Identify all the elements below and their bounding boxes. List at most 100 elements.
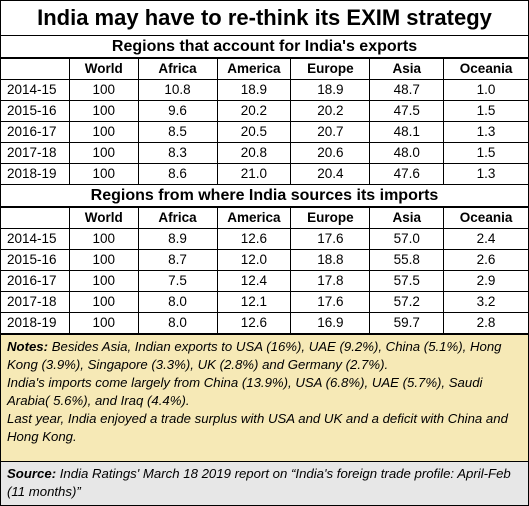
value-cell: 2.8 [443,312,528,334]
value-cell: 12.0 [216,249,292,271]
value-cell: 59.7 [369,312,445,334]
value-cell: 18.8 [290,249,371,271]
value-cell: 20.5 [216,121,292,143]
value-cell: 57.5 [369,270,445,292]
column-header: World [69,207,139,229]
year-cell: 2015-16 [1,100,70,122]
value-cell: 57.0 [369,228,445,250]
value-cell: 12.6 [216,312,292,334]
value-cell: 100 [69,163,139,185]
value-cell: 100 [69,142,139,164]
value-cell: 100 [69,291,139,313]
value-cell: 17.6 [290,228,371,250]
notes-label: Notes: [7,339,49,354]
value-cell: 7.5 [137,270,218,292]
value-cell: 1.3 [443,121,528,143]
imports-section-title: Regions from where India sources its imp… [1,185,528,207]
value-cell: 12.6 [216,228,292,250]
value-cell: 100 [69,121,139,143]
table-row: 2018-19 100 8.0 12.6 16.9 59.7 2.8 [1,312,528,334]
column-header: America [216,207,292,229]
table-row: 2015-16 100 9.6 20.2 20.2 47.5 1.5 [1,100,528,122]
exports-section-title: Regions that account for India's exports [1,36,528,58]
imports-header-row: World Africa America Europe Asia Oceania [1,207,528,229]
table-row: 2017-18 100 8.3 20.8 20.6 48.0 1.5 [1,142,528,164]
value-cell: 17.6 [290,291,371,313]
value-cell: 47.6 [369,163,445,185]
column-header: Oceania [443,207,528,229]
value-cell: 1.0 [443,79,528,101]
column-header: Europe [290,207,371,229]
value-cell: 8.0 [137,291,218,313]
column-header [1,58,70,80]
column-header: Asia [369,58,445,80]
value-cell: 8.0 [137,312,218,334]
table-row: 2014-15 100 8.9 12.6 17.6 57.0 2.4 [1,228,528,250]
value-cell: 48.1 [369,121,445,143]
column-header: Oceania [443,58,528,80]
value-cell: 18.9 [216,79,292,101]
value-cell: 57.2 [369,291,445,313]
value-cell: 100 [69,79,139,101]
source-text: India Ratings' March 18 2019 report on “… [7,466,511,499]
source-box: Source: India Ratings' March 18 2019 rep… [1,461,528,505]
value-cell: 16.9 [290,312,371,334]
value-cell: 8.3 [137,142,218,164]
value-cell: 1.3 [443,163,528,185]
source-label: Source: [7,466,57,481]
value-cell: 8.5 [137,121,218,143]
column-header: Asia [369,207,445,229]
column-header: Africa [137,58,218,80]
value-cell: 100 [69,100,139,122]
year-cell: 2014-15 [1,79,70,101]
column-header: World [69,58,139,80]
value-cell: 100 [69,312,139,334]
year-cell: 2014-15 [1,228,70,250]
table-row: 2014-15 100 10.8 18.9 18.9 48.7 1.0 [1,79,528,101]
exports-header-row: World Africa America Europe Asia Oceania [1,58,528,80]
column-header: Europe [290,58,371,80]
value-cell: 55.8 [369,249,445,271]
value-cell: 21.0 [216,163,292,185]
exports-table: World Africa America Europe Asia Oceania… [1,58,528,185]
table-row: 2015-16 100 8.7 12.0 18.8 55.8 2.6 [1,249,528,271]
value-cell: 17.8 [290,270,371,292]
value-cell: 9.6 [137,100,218,122]
year-cell: 2016-17 [1,121,70,143]
value-cell: 100 [69,249,139,271]
column-header [1,207,70,229]
value-cell: 20.7 [290,121,371,143]
value-cell: 10.8 [137,79,218,101]
value-cell: 18.9 [290,79,371,101]
year-cell: 2017-18 [1,291,70,313]
value-cell: 100 [69,270,139,292]
table-row: 2017-18 100 8.0 12.1 17.6 57.2 3.2 [1,291,528,313]
value-cell: 8.6 [137,163,218,185]
column-header: Africa [137,207,218,229]
table-row: 2016-17 100 8.5 20.5 20.7 48.1 1.3 [1,121,528,143]
notes-line-3: Last year, India enjoyed a trade surplus… [7,411,508,444]
value-cell: 48.0 [369,142,445,164]
page-title: India may have to re-think its EXIM stra… [1,1,528,36]
year-cell: 2016-17 [1,270,70,292]
value-cell: 1.5 [443,100,528,122]
value-cell: 8.7 [137,249,218,271]
year-cell: 2018-19 [1,312,70,334]
notes-line-1: Besides Asia, Indian exports to USA (16%… [7,339,502,372]
value-cell: 100 [69,228,139,250]
notes-box: Notes: Besides Asia, Indian exports to U… [1,334,528,461]
imports-table: World Africa America Europe Asia Oceania… [1,207,528,334]
value-cell: 20.8 [216,142,292,164]
value-cell: 48.7 [369,79,445,101]
value-cell: 8.9 [137,228,218,250]
notes-paragraph-1: Notes: Besides Asia, Indian exports to U… [7,338,522,374]
column-header: America [216,58,292,80]
notes-line-2: India's imports come largely from China … [7,375,483,408]
value-cell: 2.6 [443,249,528,271]
table-row: 2016-17 100 7.5 12.4 17.8 57.5 2.9 [1,270,528,292]
value-cell: 1.5 [443,142,528,164]
value-cell: 47.5 [369,100,445,122]
table-row: 2018-19 100 8.6 21.0 20.4 47.6 1.3 [1,163,528,185]
value-cell: 20.6 [290,142,371,164]
